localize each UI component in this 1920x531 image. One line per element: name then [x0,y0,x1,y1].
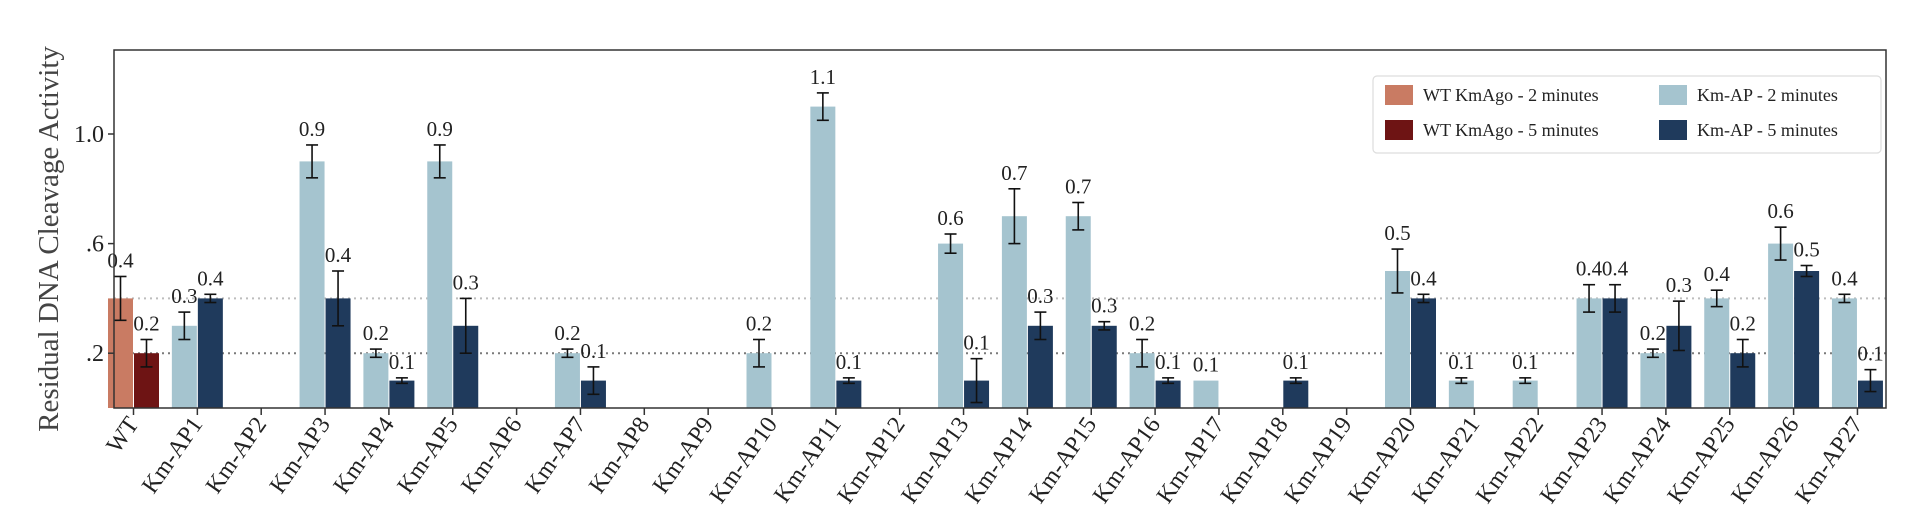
data-label: 0.3 [1666,273,1692,297]
bar-Km-AP15-ap-2min [1065,216,1091,408]
bar-Km-AP17-ap-2min [1193,380,1219,408]
x-axis: WTKm-AP1Km-AP2Km-AP3Km-AP4Km-AP5Km-AP6Km… [102,408,1868,508]
data-label: 0.1 [1448,350,1474,374]
x-tick-label: Km-AP8 [584,413,655,499]
bar-Km-AP5-ap-2min [427,161,453,408]
bar-Km-AP1-ap-5min [197,298,223,408]
data-labels-layer: 0.40.20.30.40.90.40.20.10.90.30.20.10.21… [107,65,1883,377]
legend: WT KmAgo - 2 minutes WT KmAgo - 5 minutes… [1372,75,1882,154]
bar-Km-AP24-ap-2min [1640,353,1666,408]
data-label: 0.9 [299,117,325,141]
x-tick-label: Km-AP1 [137,413,208,499]
data-label: 0.2 [554,321,580,345]
x-tick-label: Km-AP3 [265,413,336,499]
x-tick-label: Km-AP9 [648,413,719,499]
bar-Km-AP26-ap-5min [1794,271,1820,408]
y-axis: .2 .6 1.0 [74,122,114,367]
data-label: 0.4 [1576,257,1603,281]
bar-Km-AP4-ap-5min [389,380,415,408]
data-label: 0.1 [836,350,862,374]
x-tick-label: Km-AP2 [201,413,272,499]
bar-Km-AP11-ap-2min [810,106,836,408]
bar-Km-AP20-ap-5min [1411,298,1436,408]
data-label: 0.7 [1001,161,1027,185]
data-label: 1.1 [810,65,836,89]
x-tick-label: Km-AP5 [393,413,464,499]
data-label: 0.2 [746,312,772,336]
data-label: 0.6 [1767,199,1793,223]
data-label: 0.1 [580,339,606,363]
bar-Km-AP20-ap-2min [1385,271,1410,408]
legend-swatch [1659,120,1687,140]
data-label: 0.1 [1512,350,1538,374]
data-label: 0.1 [1857,342,1883,366]
bar-Km-AP11-ap-5min [836,380,862,408]
data-label: 0.4 [107,248,134,272]
data-label: 0.4 [1410,266,1437,290]
legend-label: WT KmAgo - 5 minutes [1423,120,1599,140]
data-label: 0.5 [1384,221,1410,245]
bar-Km-AP23-ap-2min [1576,298,1602,408]
bar-Km-AP3-ap-2min [299,161,325,408]
bar-Km-AP22-ap-2min [1512,380,1538,408]
bar-Km-AP7-ap-2min [554,353,580,408]
data-label: 0.4 [1704,262,1731,286]
data-label: 0.4 [197,266,224,290]
data-label: 0.2 [1640,321,1666,345]
data-label: 0.2 [1129,312,1155,336]
legend-swatch [1385,85,1413,105]
data-label: 0.5 [1793,238,1819,262]
legend-swatch [1659,85,1687,105]
data-label: 0.2 [363,321,389,345]
data-label: 0.4 [325,243,352,267]
legend-label: WT KmAgo - 2 minutes [1423,85,1599,105]
legend-label: Km-AP - 2 minutes [1697,85,1838,105]
data-label: 0.3 [453,270,479,294]
y-tick-label: 1.0 [74,122,104,148]
y-tick-label: .2 [86,341,104,367]
legend-label: Km-AP - 5 minutes [1697,120,1838,140]
data-label: 0.3 [1027,284,1053,308]
bar-Km-AP16-ap-5min [1155,380,1181,408]
bar-Km-AP18-ap-5min [1283,380,1309,408]
y-tick-label: .6 [86,232,104,258]
bar-Km-AP25-ap-2min [1704,298,1730,408]
y-axis-label: Residual DNA Cleavage Activity [33,46,65,432]
x-tick-label: Km-AP7 [520,413,591,499]
x-tick-label: Km-AP6 [457,413,528,499]
plot-frame [113,49,1887,409]
error-bars-layer [114,92,1877,404]
bar-Km-AP4-ap-2min [363,353,389,408]
bar-Km-AP14-ap-2min [1001,216,1027,408]
x-tick-label: WT [102,412,145,458]
data-label: 0.1 [1155,350,1181,374]
data-label: 0.4 [1831,266,1858,290]
data-label: 0.1 [963,331,989,355]
legend-box [1372,75,1882,154]
bar-Km-AP26-ap-2min [1768,243,1794,408]
data-label: 0.6 [937,206,963,230]
data-label: 0.7 [1065,175,1091,199]
bar-Km-AP23-ap-5min [1602,298,1628,408]
bar-Km-AP27-ap-2min [1831,298,1857,408]
data-label: 0.2 [133,312,159,336]
data-label: 0.1 [1283,350,1309,374]
bars-layer [108,106,1883,408]
x-tick-label: Km-AP4 [329,413,400,499]
data-label: 0.3 [171,284,197,308]
data-label: 0.1 [389,350,415,374]
data-label: 0.9 [427,117,453,141]
data-label: 0.4 [1602,257,1629,281]
data-label: 0.1 [1193,353,1219,377]
data-label: 0.2 [1730,312,1756,336]
data-label: 0.3 [1091,294,1117,318]
bar-Km-AP21-ap-2min [1448,380,1474,408]
bar-Km-AP15-ap-5min [1091,325,1117,408]
bar-Km-AP13-ap-2min [938,243,964,408]
legend-swatch [1385,120,1413,140]
